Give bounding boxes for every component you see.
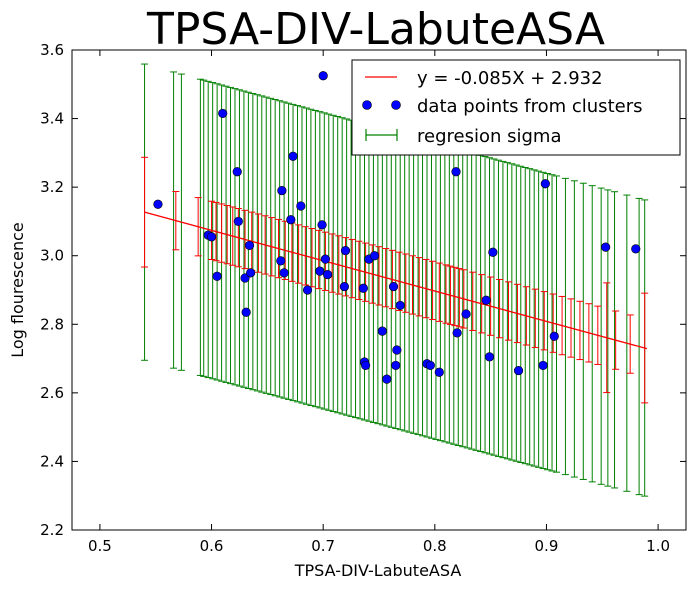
data-point: [246, 268, 256, 278]
data-point: [244, 240, 255, 251]
y-axis-label: Log flourescence: [8, 222, 27, 358]
data-point: [388, 281, 399, 292]
data-point: [549, 331, 559, 341]
data-point: [317, 220, 327, 230]
data-point: [631, 244, 641, 254]
data-point: [279, 268, 289, 278]
legend-box: [351, 59, 681, 156]
data-point: [212, 271, 222, 281]
data-point: [484, 352, 495, 362]
chart-title: TPSA-DIV-LabuteASA: [146, 4, 605, 55]
legend-regression-label: y = -0.085X + 2.932: [417, 68, 603, 89]
axis-ticks: 0.5 0.6 0.7 0.8 0.9 1.0 2.2 2.4 2.6 2.8 3.0 3.2 3.4 3…: [40, 41, 686, 555]
data-point: [318, 71, 328, 81]
data-point: [339, 281, 349, 292]
data-point: [153, 199, 163, 209]
x-tick-label: 0.5: [88, 537, 112, 555]
data-point: [451, 167, 461, 177]
data-point: [513, 365, 524, 376]
data-point: [452, 328, 462, 338]
legend-scatter-label: data points from clusters: [417, 96, 642, 117]
data-point: [391, 360, 401, 371]
data-point: [369, 251, 380, 261]
data-point: [320, 254, 331, 264]
x-tick-label: 0.9: [535, 537, 559, 555]
data-point: [601, 242, 611, 252]
data-point: [382, 374, 392, 384]
data-point: [233, 216, 243, 227]
x-tick-label: 0.7: [311, 537, 335, 555]
data-point: [538, 360, 548, 371]
plot-frame: [71, 49, 687, 531]
data-point: [241, 307, 251, 317]
data-point: [392, 345, 402, 355]
data-point: [425, 360, 435, 371]
data-point: [361, 360, 371, 371]
legend: y = -0.085X + 2.932 data points from clu…: [351, 59, 681, 156]
y-tick-label: 2.6: [40, 384, 64, 402]
data-point: [323, 269, 333, 280]
x-axis-label: TPSA-DIV-LabuteASA: [294, 561, 462, 580]
data-point: [434, 367, 444, 377]
data-point: [206, 232, 217, 242]
data-point: [340, 245, 351, 256]
data-point: [288, 151, 298, 161]
data-point: [232, 167, 242, 177]
legend-scatter-marker: [391, 100, 401, 110]
data-point: [540, 179, 550, 189]
y-tick-label: 3.6: [40, 41, 64, 59]
y-tick-label: 2.8: [40, 315, 64, 333]
data-point: [276, 256, 286, 266]
y-tick-label: 2.4: [40, 452, 64, 470]
data-point: [277, 185, 287, 196]
x-tick-label: 1.0: [646, 537, 670, 555]
legend-scatter-marker: [362, 100, 372, 110]
data-point: [302, 285, 313, 295]
data-point: [286, 215, 296, 225]
legend-errorbar-label: regresion sigma: [417, 126, 561, 147]
y-tick-label: 3.0: [40, 247, 64, 265]
data-point: [218, 108, 228, 119]
y-tick-label: 3.4: [40, 110, 64, 128]
x-tick-label: 0.8: [423, 537, 447, 555]
regression-line: [144, 211, 648, 350]
data-point: [296, 201, 306, 211]
data-point: [395, 300, 405, 311]
data-point: [358, 283, 368, 293]
x-tick-label: 0.6: [200, 537, 224, 555]
plot-area: [141, 63, 649, 497]
data-point: [315, 266, 325, 276]
data-point: [488, 247, 498, 257]
data-point: [377, 326, 387, 336]
y-tick-label: 2.2: [40, 521, 64, 539]
y-tick-label: 3.2: [40, 178, 64, 196]
data-point: [461, 309, 471, 319]
data-point: [481, 295, 491, 305]
